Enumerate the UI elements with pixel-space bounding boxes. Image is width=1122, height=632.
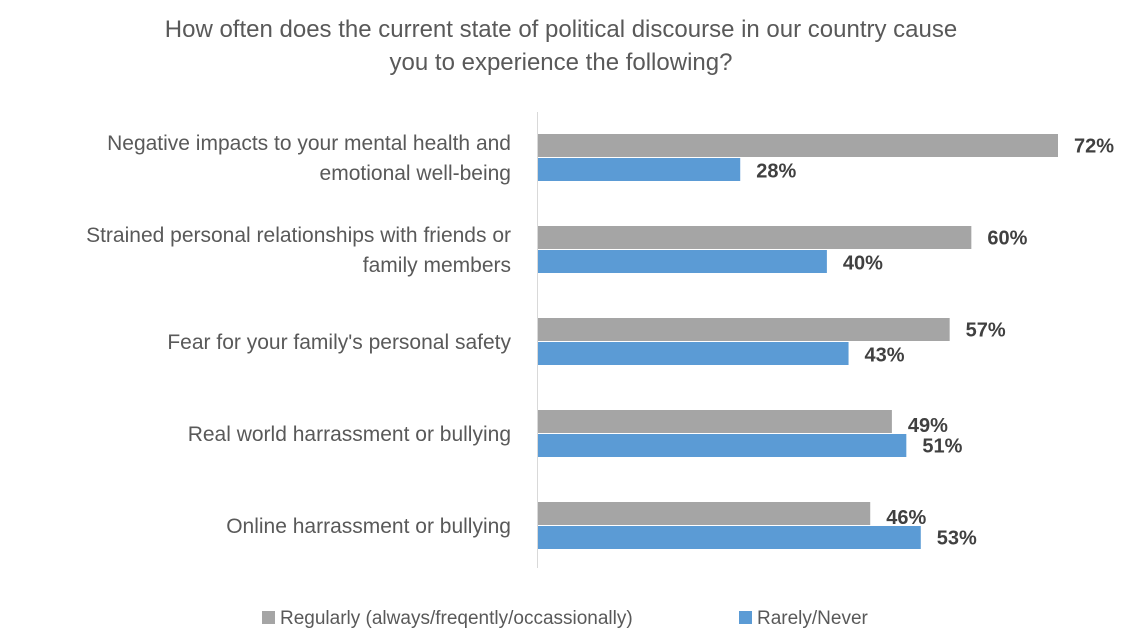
category-label: Fear for your family's personal safety: [167, 331, 511, 354]
category-labels: Negative impacts to your mental health a…: [86, 132, 511, 538]
bar-regularly: [538, 226, 972, 249]
data-label: 43%: [865, 345, 905, 367]
chart-title-line: you to experience the following?: [390, 49, 733, 76]
category-label: Real world harrassment or bullying: [188, 423, 511, 446]
legend-swatch: [262, 611, 275, 624]
category-label: emotional well-being: [320, 162, 511, 185]
bars: [538, 134, 1058, 549]
chart-title-line: How often does the current state of poli…: [165, 16, 957, 43]
data-label: 40%: [843, 253, 883, 275]
bar-regularly: [538, 134, 1058, 157]
category-label: Strained personal relationships with fri…: [86, 224, 511, 247]
legend-label: Regularly (always/freqently/occassionall…: [280, 608, 633, 629]
data-label: 60%: [987, 228, 1027, 250]
legend: Regularly (always/freqently/occassionall…: [262, 608, 869, 629]
bar-rarely-never: [538, 250, 827, 273]
bar-regularly: [538, 502, 871, 525]
data-label: 49%: [908, 415, 948, 437]
bar-rarely-never: [538, 526, 921, 549]
data-label: 51%: [922, 436, 962, 458]
bar-rarely-never: [538, 158, 741, 181]
category-label: Online harrassment or bullying: [226, 515, 511, 538]
bar-regularly: [538, 318, 950, 341]
data-label: 28%: [756, 161, 796, 183]
data-label: 53%: [937, 528, 977, 550]
bar-regularly: [538, 410, 892, 433]
category-label: family members: [363, 254, 511, 277]
bar-rarely-never: [538, 434, 907, 457]
legend-swatch: [739, 611, 752, 624]
data-label: 46%: [886, 507, 926, 529]
category-label: Negative impacts to your mental health a…: [107, 132, 511, 155]
legend-label: Rarely/Never: [757, 608, 869, 629]
bar-rarely-never: [538, 342, 849, 365]
data-labels: 72% 28% 60% 40% 57% 43% 49%51% 46% 53%: [756, 136, 1114, 550]
data-label: 57%: [966, 320, 1006, 342]
chart-title: How often does the current state of poli…: [165, 16, 957, 76]
data-label: 72%: [1074, 136, 1114, 158]
